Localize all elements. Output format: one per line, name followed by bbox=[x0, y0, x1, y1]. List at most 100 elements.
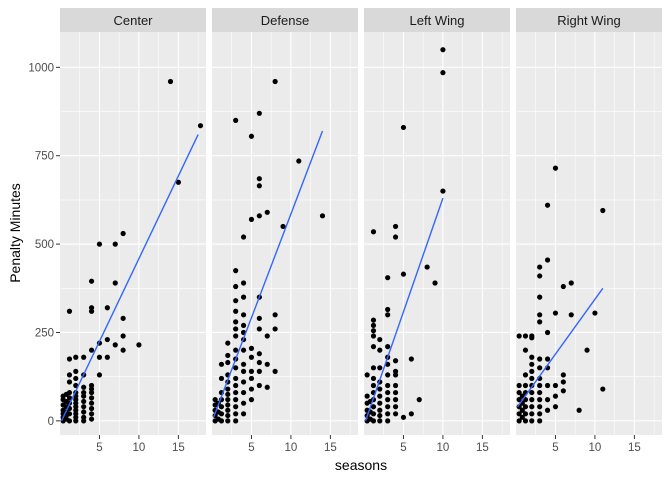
data-point bbox=[218, 404, 225, 410]
data-point bbox=[519, 414, 525, 420]
data-point bbox=[529, 389, 535, 396]
data-point bbox=[377, 386, 383, 392]
data-point bbox=[88, 416, 95, 422]
data-point bbox=[233, 333, 239, 339]
data-point bbox=[225, 418, 231, 424]
data-point bbox=[408, 411, 414, 417]
data-point bbox=[537, 312, 543, 318]
data-point bbox=[96, 241, 103, 247]
data-point bbox=[225, 391, 231, 397]
data-point bbox=[568, 280, 574, 286]
data-point bbox=[248, 368, 255, 374]
data-point bbox=[385, 275, 391, 281]
data-point bbox=[240, 347, 247, 353]
data-point bbox=[264, 384, 270, 390]
data-point bbox=[440, 70, 446, 76]
data-point bbox=[544, 407, 551, 413]
data-point bbox=[296, 158, 302, 164]
panel-background bbox=[60, 32, 206, 435]
data-point bbox=[233, 375, 239, 382]
data-point bbox=[248, 375, 255, 382]
data-point bbox=[240, 312, 247, 318]
data-point bbox=[233, 308, 239, 314]
data-point bbox=[256, 326, 262, 332]
data-point bbox=[88, 400, 95, 406]
data-point bbox=[400, 124, 407, 131]
data-point bbox=[88, 395, 95, 401]
data-point bbox=[408, 356, 414, 362]
data-point bbox=[537, 389, 543, 396]
trend-line bbox=[212, 130, 324, 418]
data-point bbox=[233, 283, 239, 290]
data-point bbox=[370, 418, 377, 424]
data-point bbox=[370, 344, 377, 350]
data-point bbox=[522, 372, 529, 378]
data-point bbox=[167, 78, 174, 85]
trend-line bbox=[364, 197, 444, 422]
data-point bbox=[600, 207, 606, 214]
data-point bbox=[88, 382, 95, 389]
data-point bbox=[377, 418, 383, 424]
data-point bbox=[432, 280, 438, 286]
data-point bbox=[81, 389, 87, 396]
data-point bbox=[233, 411, 239, 417]
data-point bbox=[96, 372, 103, 378]
data-point bbox=[256, 359, 262, 366]
x-tick-label: 10 bbox=[437, 442, 450, 454]
data-point bbox=[385, 418, 391, 424]
data-point bbox=[544, 329, 551, 336]
data-point bbox=[440, 188, 446, 194]
data-point bbox=[256, 382, 262, 389]
data-point bbox=[240, 294, 247, 300]
data-point bbox=[66, 356, 73, 362]
data-point bbox=[377, 400, 383, 406]
data-points bbox=[364, 47, 446, 424]
y-tick-label: 750 bbox=[35, 151, 54, 163]
data-point bbox=[584, 347, 590, 353]
x-tick-label: 15 bbox=[628, 442, 641, 454]
x-tick-label: 5 bbox=[96, 442, 102, 454]
data-point bbox=[392, 368, 399, 374]
data-point bbox=[104, 354, 110, 360]
data-point bbox=[233, 298, 239, 304]
data-point bbox=[66, 372, 73, 378]
data-point bbox=[233, 326, 239, 332]
data-point bbox=[385, 389, 391, 396]
data-point bbox=[568, 312, 574, 318]
data-point bbox=[385, 312, 391, 318]
facet-panel-defense: Defense bbox=[212, 8, 358, 435]
data-point bbox=[537, 294, 543, 300]
data-point bbox=[225, 407, 231, 413]
data-point bbox=[66, 411, 73, 417]
data-point bbox=[370, 411, 377, 417]
data-point bbox=[233, 389, 239, 396]
data-point bbox=[272, 368, 278, 374]
data-point bbox=[370, 317, 377, 323]
data-point bbox=[560, 379, 566, 385]
data-point bbox=[519, 407, 525, 413]
x-tick-label: 10 bbox=[285, 442, 298, 454]
data-point bbox=[120, 315, 126, 321]
x-tick-label: 5 bbox=[552, 442, 558, 454]
data-point bbox=[516, 389, 522, 396]
data-point bbox=[364, 393, 370, 399]
data-point bbox=[120, 230, 126, 237]
data-point bbox=[66, 418, 73, 424]
data-point bbox=[537, 264, 543, 270]
y-tick-label: 250 bbox=[35, 327, 54, 339]
data-point bbox=[88, 405, 95, 412]
data-point bbox=[88, 308, 95, 314]
data-point bbox=[197, 123, 204, 129]
data-point bbox=[544, 257, 551, 263]
x-tick-label: 10 bbox=[589, 442, 602, 454]
facet-strip bbox=[516, 8, 662, 32]
facet-strip-label: Center bbox=[113, 13, 153, 28]
data-point bbox=[400, 414, 407, 420]
data-point bbox=[256, 213, 262, 219]
facet-strip bbox=[212, 8, 358, 32]
data-point bbox=[400, 271, 407, 277]
data-point bbox=[120, 333, 126, 339]
data-point bbox=[272, 326, 278, 332]
data-point bbox=[600, 386, 606, 392]
y-tick-label: 1000 bbox=[28, 62, 54, 74]
